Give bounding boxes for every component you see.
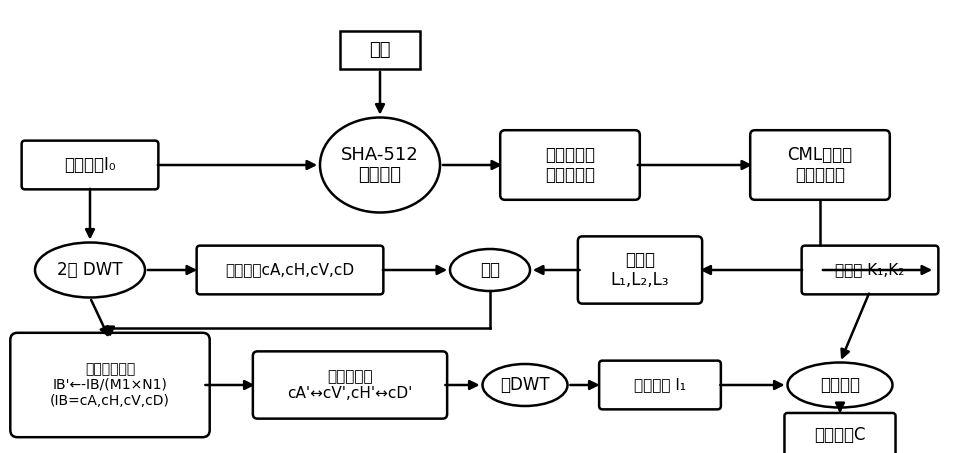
Text: 分块扩散: 分块扩散 [820, 376, 860, 394]
Text: 密文图像C: 密文图像C [814, 426, 866, 444]
Text: CML系统产
生混沌序列: CML系统产 生混沌序列 [787, 145, 853, 184]
Ellipse shape [320, 117, 440, 212]
Text: 密钥: 密钥 [369, 41, 391, 59]
FancyBboxPatch shape [11, 333, 210, 437]
Text: 2维 DWT: 2维 DWT [58, 261, 123, 279]
Text: 明文图像I₀: 明文图像I₀ [64, 156, 116, 174]
Text: 改变子带值：
IB'←-IB/(M1×N1)
(IB=cA,cH,cV,cD): 改变子带值： IB'←-IB/(M1×N1) (IB=cA,cH,cV,cD) [50, 362, 170, 408]
FancyBboxPatch shape [802, 246, 938, 294]
FancyBboxPatch shape [196, 246, 383, 294]
Text: 逆DWT: 逆DWT [500, 376, 550, 394]
Text: 置乱: 置乱 [480, 261, 500, 279]
FancyBboxPatch shape [500, 130, 640, 200]
Bar [340, 31, 420, 69]
FancyBboxPatch shape [577, 236, 702, 304]
Ellipse shape [450, 249, 530, 291]
Text: 密钥流 K₁,K₂: 密钥流 K₁,K₂ [835, 262, 905, 278]
Text: SHA-512
哈希函数: SHA-512 哈希函数 [341, 145, 419, 184]
Text: 四个子带cA,cH,cV,cD: 四个子带cA,cH,cV,cD [226, 262, 355, 278]
Ellipse shape [35, 242, 145, 298]
Ellipse shape [483, 364, 568, 406]
FancyBboxPatch shape [21, 140, 158, 189]
Text: 密钥流
L₁,L₂,L₃: 密钥流 L₁,L₂,L₃ [611, 251, 669, 289]
FancyBboxPatch shape [253, 352, 447, 419]
Text: 加密图像 I₁: 加密图像 I₁ [634, 377, 686, 392]
FancyBboxPatch shape [750, 130, 890, 200]
FancyBboxPatch shape [599, 361, 721, 410]
FancyBboxPatch shape [785, 413, 896, 453]
Ellipse shape [787, 362, 893, 408]
Text: 交换内容：
cA'↔cV',cH'↔cD': 交换内容： cA'↔cV',cH'↔cD' [287, 369, 412, 401]
Text: 更新初始值
和系统参数: 更新初始值 和系统参数 [545, 145, 595, 184]
